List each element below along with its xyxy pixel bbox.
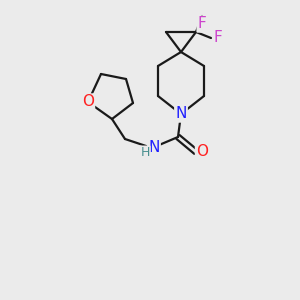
Text: N: N [175, 106, 187, 122]
Text: N: N [148, 140, 160, 154]
Text: H: H [140, 146, 150, 160]
Text: F: F [214, 31, 222, 46]
Text: O: O [82, 94, 94, 110]
Text: F: F [198, 16, 206, 32]
Text: O: O [196, 145, 208, 160]
